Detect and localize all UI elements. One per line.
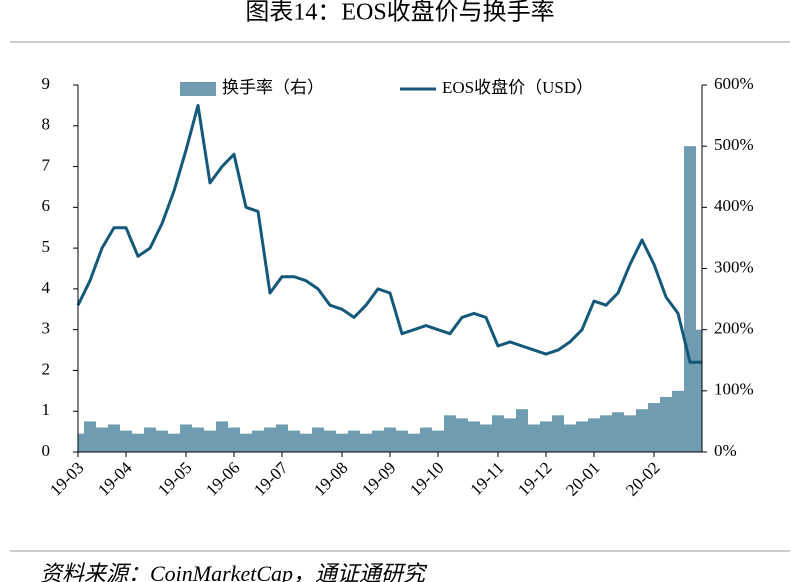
x-tick-label: 20-01 xyxy=(562,458,603,499)
y-tick-label: 4 xyxy=(42,278,51,297)
bar xyxy=(156,430,168,452)
bar xyxy=(564,424,576,452)
bar xyxy=(672,390,684,452)
bar xyxy=(96,427,108,452)
bar xyxy=(216,421,228,452)
x-tick-label: 19-03 xyxy=(46,458,87,499)
x-tick-label: 19-06 xyxy=(202,458,243,499)
bar xyxy=(540,421,552,452)
y2-tick-label: 500% xyxy=(714,135,754,154)
y2-tick-label: 300% xyxy=(714,257,754,276)
bar xyxy=(264,427,276,452)
x-tick-label: 19-11 xyxy=(467,458,508,499)
bar xyxy=(648,403,660,452)
y2-tick-label: 600% xyxy=(714,74,754,93)
bar xyxy=(252,430,264,452)
bar xyxy=(84,421,96,452)
bar xyxy=(432,430,444,452)
legend-label: 换手率（右） xyxy=(222,78,324,97)
bar xyxy=(288,430,300,452)
legend-label: EOS收盘价（USD） xyxy=(442,78,593,97)
chart-title: 图表14：EOS收盘价与换手率 xyxy=(245,0,554,26)
price-line xyxy=(76,103,702,364)
bar xyxy=(492,415,504,452)
x-tick-label: 19-08 xyxy=(310,458,351,499)
bar xyxy=(192,427,204,452)
bar xyxy=(372,430,384,452)
bar xyxy=(516,409,528,452)
bar xyxy=(600,415,612,452)
y-tick-label: 9 xyxy=(42,74,51,93)
y-tick-label: 2 xyxy=(42,359,51,378)
bar xyxy=(408,433,420,452)
x-tick-label: 19-10 xyxy=(406,458,447,499)
bar xyxy=(348,430,360,452)
x-tick-label: 19-12 xyxy=(514,458,555,499)
bar xyxy=(120,430,132,452)
x-tick-label: 19-05 xyxy=(154,458,195,499)
bar xyxy=(168,433,180,452)
bar xyxy=(456,418,468,452)
y2-tick-label: 100% xyxy=(714,380,754,399)
x-tick-label: 19-04 xyxy=(94,458,136,500)
bar xyxy=(204,430,216,452)
y-tick-label: 8 xyxy=(42,115,51,134)
bar xyxy=(624,415,636,452)
bar xyxy=(108,424,120,452)
bar xyxy=(660,396,672,452)
y-tick-label: 0 xyxy=(42,441,51,460)
bar xyxy=(78,433,84,452)
bar xyxy=(300,433,312,452)
bar xyxy=(324,430,336,452)
bar xyxy=(396,430,408,452)
bar xyxy=(336,433,348,452)
bar xyxy=(180,424,192,452)
bar xyxy=(276,424,288,452)
x-tick-label: 19-09 xyxy=(358,458,399,499)
bar xyxy=(444,415,456,452)
y-tick-label: 3 xyxy=(42,319,51,338)
y-tick-label: 1 xyxy=(42,400,51,419)
bar xyxy=(612,412,624,452)
bar xyxy=(240,433,252,452)
y2-tick-label: 200% xyxy=(714,319,754,338)
bar xyxy=(420,427,432,452)
bar xyxy=(312,427,324,452)
bar xyxy=(588,418,600,452)
bar xyxy=(360,433,372,452)
bar xyxy=(636,409,648,452)
bar xyxy=(576,421,588,452)
bar xyxy=(468,421,480,452)
bar xyxy=(132,433,144,452)
bar xyxy=(504,418,516,452)
legend-swatch xyxy=(180,82,216,96)
y2-tick-label: 0% xyxy=(714,441,737,460)
bar xyxy=(552,415,564,452)
x-tick-label: 20-02 xyxy=(622,458,663,499)
bar xyxy=(228,427,240,452)
bar xyxy=(480,424,492,452)
y-tick-label: 6 xyxy=(42,196,51,215)
bar xyxy=(684,146,696,452)
y2-tick-label: 400% xyxy=(714,196,754,215)
x-tick-label: 19-07 xyxy=(250,458,292,500)
source: 资料来源：CoinMarketCap，通证通研究 xyxy=(40,561,428,582)
bar xyxy=(384,427,396,452)
bar xyxy=(144,427,156,452)
bar xyxy=(696,329,702,452)
bar xyxy=(528,424,540,452)
y-tick-label: 7 xyxy=(42,155,51,174)
y-tick-label: 5 xyxy=(42,237,51,256)
